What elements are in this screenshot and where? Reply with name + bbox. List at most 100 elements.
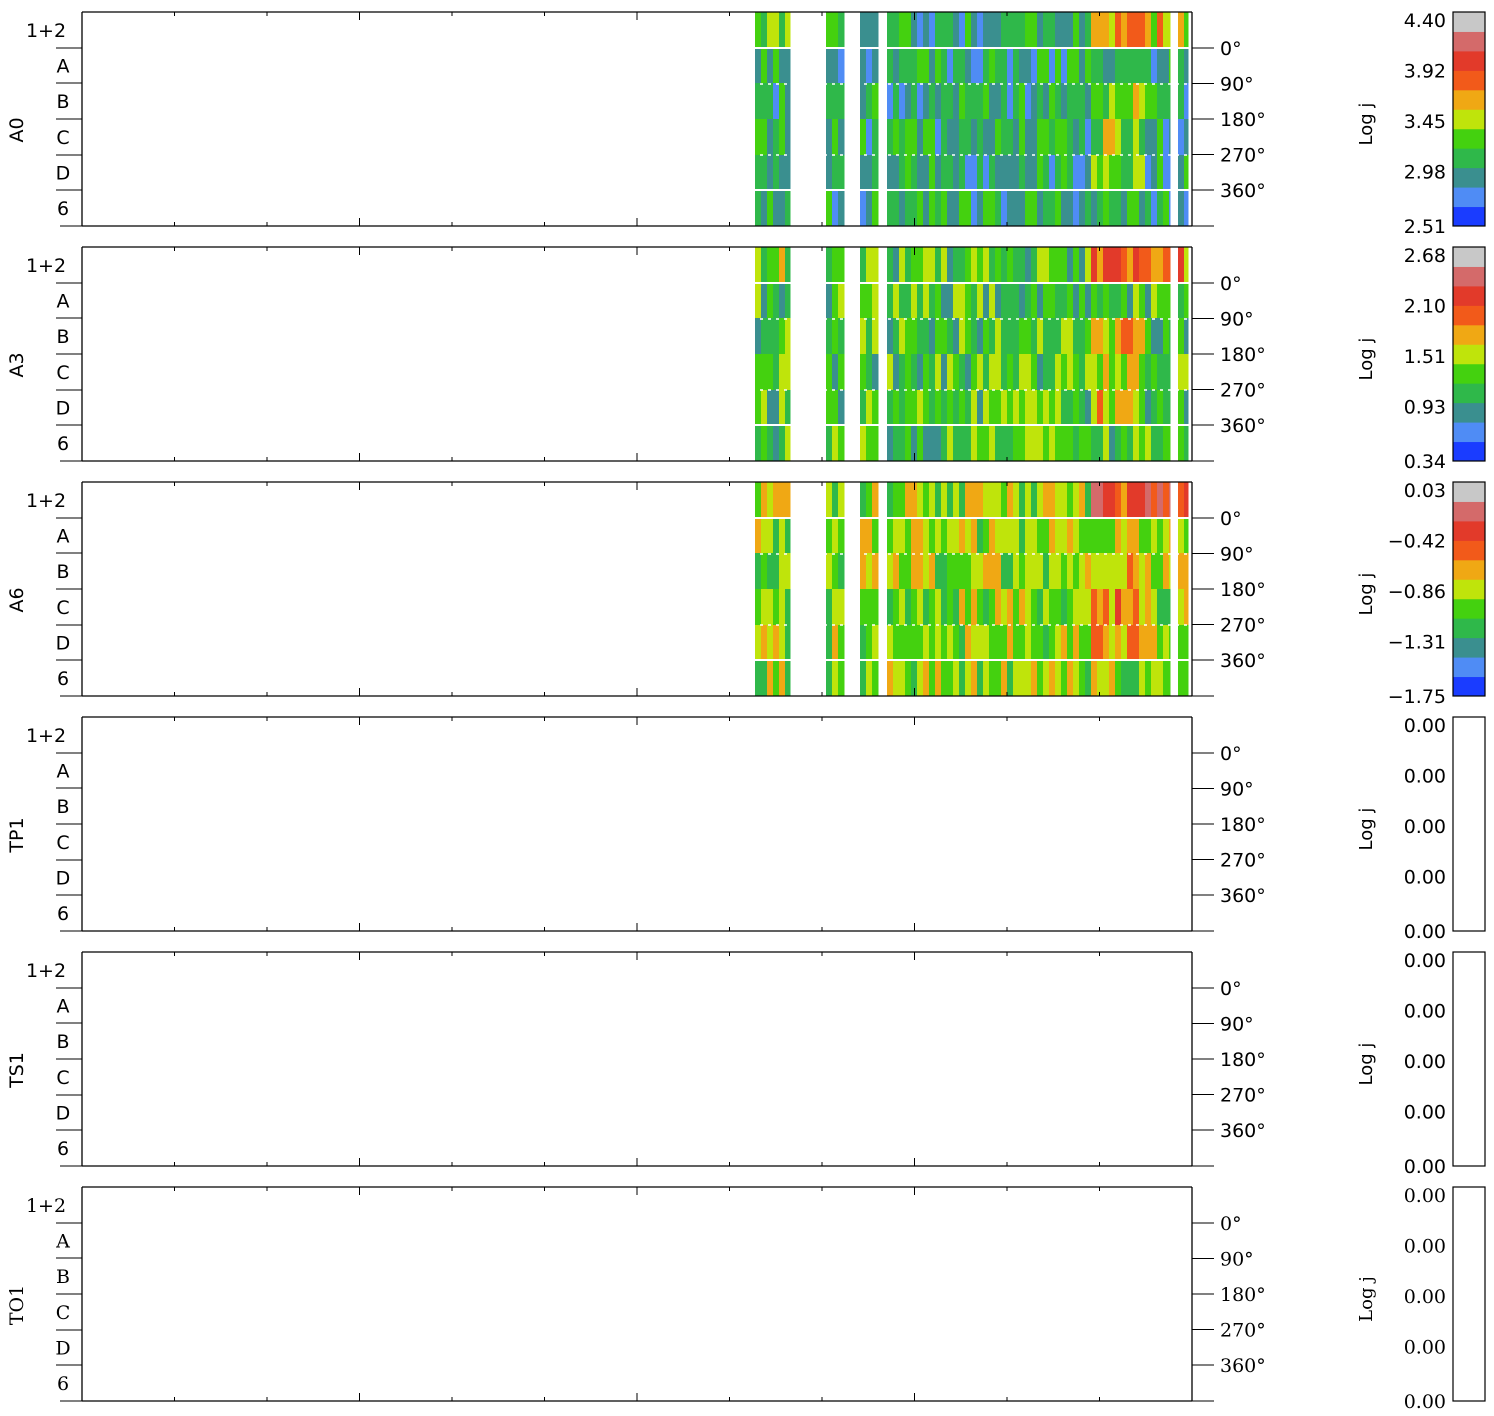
colorbar: 2.68 2.10 1.51 0.93 0.34 Log j xyxy=(1356,245,1486,473)
heatmap-cell xyxy=(767,190,774,227)
angle-label: 0° xyxy=(1220,38,1242,60)
heatmap-cell xyxy=(1127,625,1134,661)
heatmap-cell xyxy=(832,518,839,554)
heatmap-cell xyxy=(1049,83,1056,120)
heatmap-cell xyxy=(1109,48,1116,84)
heatmap-cell xyxy=(832,83,839,120)
heatmap-cell xyxy=(929,119,936,156)
heatmap-cell xyxy=(965,625,972,661)
heatmap-cell xyxy=(1085,553,1092,590)
heatmap-cell xyxy=(1067,425,1074,462)
heatmap-cell xyxy=(1103,589,1110,626)
heatmap-cell xyxy=(905,155,912,191)
heatmap-cell xyxy=(953,425,960,462)
angle-label: 360° xyxy=(1220,1355,1266,1377)
heatmap-cell xyxy=(779,482,786,519)
heatmap-cell xyxy=(1043,155,1050,191)
heatmap-cell xyxy=(1043,518,1050,554)
heatmap-cell xyxy=(1127,425,1134,462)
heatmap-cell xyxy=(1178,83,1185,120)
heatmap-cell xyxy=(929,482,936,519)
heatmap-cell xyxy=(941,12,948,49)
panel-label: TP1 xyxy=(6,817,28,853)
heatmap-cell xyxy=(1067,553,1074,590)
heatmap-cell xyxy=(1055,354,1062,391)
heatmap-cell xyxy=(1013,482,1020,519)
heatmap-cell xyxy=(1073,318,1080,355)
row-label: A xyxy=(57,526,70,548)
heatmap-cell xyxy=(965,190,972,227)
heatmap-cell xyxy=(935,589,942,626)
heatmap-cell xyxy=(1115,553,1122,590)
heatmap-cell xyxy=(866,660,873,697)
heatmap-cell xyxy=(1025,518,1032,554)
heatmap-cell xyxy=(1085,518,1092,554)
heatmap-cell xyxy=(1091,12,1098,49)
heatmap-cell xyxy=(1145,354,1152,391)
row-label: A xyxy=(57,996,70,1018)
heatmap-cell xyxy=(977,190,984,227)
heatmap-cell xyxy=(1037,83,1044,120)
heatmap-cell xyxy=(1115,190,1122,227)
heatmap-cell xyxy=(1085,247,1092,284)
heatmap-cell xyxy=(1049,589,1056,626)
heatmap-cell xyxy=(1091,390,1098,426)
heatmap-cell xyxy=(911,354,918,391)
heatmap-cell xyxy=(1001,48,1008,84)
heatmap-cell xyxy=(755,318,762,355)
angle-label: 0° xyxy=(1220,273,1242,295)
heatmap-cell xyxy=(1085,283,1092,319)
heatmap-cell xyxy=(893,518,900,554)
colorbar-swatch xyxy=(1453,402,1485,423)
heatmap-cell xyxy=(1163,518,1170,554)
heatmap-cell xyxy=(1037,12,1044,49)
heatmap-cell xyxy=(929,660,936,697)
heatmap-cell xyxy=(755,247,762,284)
angle-label: 180° xyxy=(1220,109,1266,131)
heatmap-cell xyxy=(1007,283,1014,319)
colorbar-tick-label: 2.68 xyxy=(1404,245,1446,267)
heatmap-cell xyxy=(905,354,912,391)
heatmap-cell xyxy=(1037,48,1044,84)
heatmap-cell xyxy=(893,190,900,227)
heatmap-cell xyxy=(755,119,762,156)
heatmap-cell xyxy=(953,247,960,284)
heatmap-cell xyxy=(905,190,912,227)
heatmap-cell xyxy=(989,119,996,156)
heatmap-cell xyxy=(755,390,762,426)
heatmap-cell xyxy=(1169,83,1171,120)
heatmap-cell xyxy=(838,625,845,661)
heatmap-cell xyxy=(1043,12,1050,49)
heatmap-cell xyxy=(935,283,942,319)
colorbar-tick-label: 3.45 xyxy=(1404,111,1446,133)
row-label: 6 xyxy=(57,198,69,220)
heatmap-cell xyxy=(1103,553,1110,590)
heatmap-cell xyxy=(1073,660,1080,697)
heatmap-cell xyxy=(935,625,942,661)
heatmap-cell xyxy=(1031,247,1038,284)
heatmap-cell xyxy=(1157,390,1164,426)
heatmap-cell xyxy=(971,119,978,156)
heatmap-cell xyxy=(755,589,762,626)
heatmap-cell xyxy=(995,155,1002,191)
heatmap-cell xyxy=(1145,660,1152,697)
colorbar-tick-label: 0.00 xyxy=(1404,1051,1446,1073)
row-label: D xyxy=(56,163,71,185)
heatmap-cell xyxy=(971,625,978,661)
heatmap-cell xyxy=(905,318,912,355)
heatmap-cell xyxy=(941,318,948,355)
heatmap-cell xyxy=(1115,660,1122,697)
heatmap-cell xyxy=(1007,390,1014,426)
heatmap-cell xyxy=(1169,625,1171,661)
heatmap-cell xyxy=(1037,482,1044,519)
heatmap-cell xyxy=(1121,283,1128,319)
heatmap-cell xyxy=(773,12,780,49)
heatmap-cell xyxy=(923,283,930,319)
heatmap-cell xyxy=(1061,119,1068,156)
heatmap-cell xyxy=(838,518,845,554)
heatmap-cell xyxy=(989,589,996,626)
heatmap-cell xyxy=(1091,354,1098,391)
heatmap-cell xyxy=(953,83,960,120)
heatmap-cell xyxy=(1127,12,1134,49)
